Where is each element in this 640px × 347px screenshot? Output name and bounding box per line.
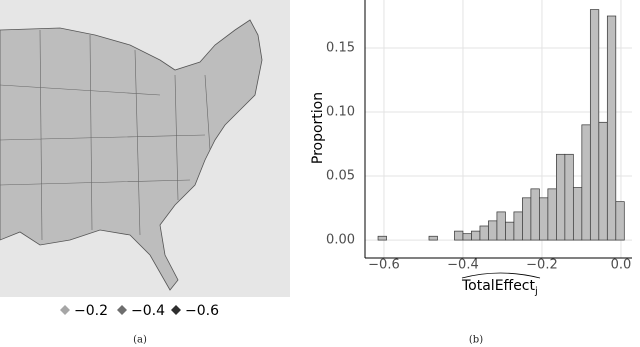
legend-label: −0.4 [131,303,165,319]
bar [479,225,489,241]
bar [606,15,617,241]
bar [530,188,540,241]
caption: (a) [133,335,147,346]
x-tick-label: −0.6 [368,258,400,273]
state-borders [0,29,211,241]
bar [589,9,600,241]
bar [547,188,557,241]
x-tick-label: −0.2 [526,258,558,273]
x-tick-label: 0.0 [611,258,632,273]
y-tick-label: 0.05 [326,169,355,184]
y-tick-label: 0.00 [326,233,355,248]
legend-label: −0.6 [185,303,219,319]
legend-marker [117,305,127,315]
bar [505,221,515,241]
y-axis-label: Proportion [310,92,326,164]
legend-label: −0.2 [74,303,108,319]
bar [488,220,498,241]
bar [581,124,591,241]
bar [598,121,608,241]
y-tick-label: 0.10 [326,105,355,120]
y-tick-label: 0.15 [326,41,355,56]
bar [454,230,464,241]
bar [572,187,583,241]
bar [615,201,625,241]
bar [377,235,387,241]
x-axis-label-subscript: j [534,286,538,297]
x-tick-label: −0.4 [447,258,479,273]
caption: (b) [469,335,483,346]
map [0,0,290,297]
x-axis-label: TotalEffectj [461,278,538,297]
bar [539,197,549,241]
bar [428,235,438,241]
bar [564,153,574,241]
map-land [0,19,263,291]
legend-marker [171,305,181,315]
legend-marker [60,305,70,315]
x-axis-label-main: TotalEffect [461,278,535,294]
bar [513,211,523,241]
bar [556,153,566,241]
hat-accent [461,272,541,279]
bar [471,230,481,241]
bar [496,211,506,241]
bar [462,233,472,241]
bar [522,197,532,241]
